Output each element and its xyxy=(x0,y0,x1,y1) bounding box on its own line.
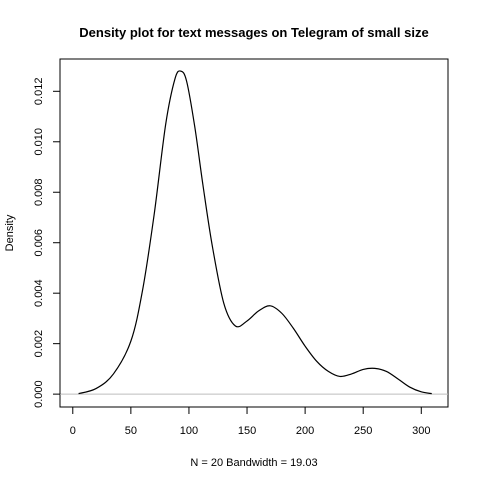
y-tick-label: 0.008 xyxy=(33,178,45,206)
x-tick-label: 50 xyxy=(125,425,137,437)
y-axis-label: Density xyxy=(4,214,16,251)
x-tick-label: 0 xyxy=(70,425,76,437)
y-tick-label: 0.000 xyxy=(33,380,45,408)
x-tick-label: 100 xyxy=(180,425,198,437)
y-tick-label: 0.006 xyxy=(33,229,45,257)
plot-area: 0 50 100 150 200 250 300 0.000 0.002 0.004 0.006 0.… xyxy=(33,58,449,437)
plot-border xyxy=(59,58,449,408)
x-tick-label: 250 xyxy=(354,425,372,437)
x-tick-label: 200 xyxy=(296,425,314,437)
y-tick-label: 0.010 xyxy=(33,128,45,156)
chart-title: Density plot for text messages on Telegr… xyxy=(79,25,428,40)
y-tick-label: 0.004 xyxy=(33,279,45,307)
y-tick-label: 0.002 xyxy=(33,330,45,358)
x-tick-label: 150 xyxy=(238,425,256,437)
y-tick-label: 0.012 xyxy=(33,78,45,106)
x-axis-label: N = 20 Bandwidth = 19.03 xyxy=(190,457,317,469)
density-curve xyxy=(78,70,432,395)
x-tick-label: 300 xyxy=(412,425,430,437)
